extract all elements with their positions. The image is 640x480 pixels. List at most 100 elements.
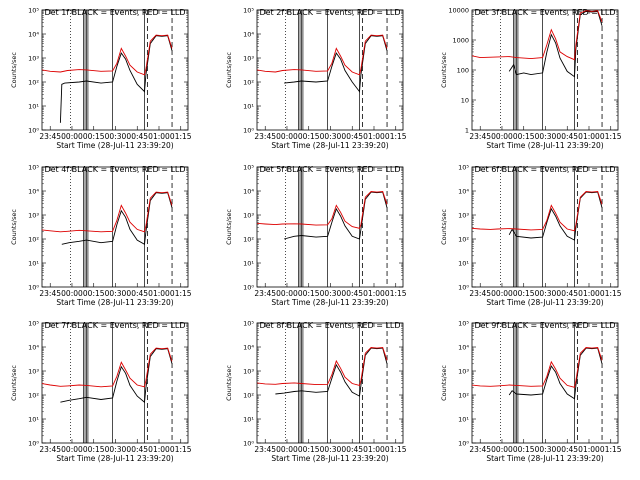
x-tick-label: 00:30 [320,132,342,141]
plot-frame [256,166,404,288]
plot-frame [471,322,619,444]
x-axis-label: Start Time (28-Jul-11 23:39:20) [56,141,173,150]
x-tick-label: 00:45 [556,132,578,141]
x-tick-label: 00:30 [535,445,557,454]
plot-frame [471,9,619,131]
x-tick-label: 00:30 [105,289,127,298]
x-tick-label: 00:15 [298,132,320,141]
x-tick-label: 01:15 [170,132,192,141]
x-axis-label: Start Time (28-Jul-11 23:39:20) [271,141,388,150]
panel-det-9: Det 9f BLACK = Events, RED = LLD 10⁰ 10¹ 10… [440,320,622,464]
x-tick-label: 01:00 [578,289,600,298]
y-tick-label: 10² [243,236,254,244]
y-tick-label: 10² [243,79,254,87]
x-tick-label: 01:15 [170,445,192,454]
x-tick-label: 00:15 [298,445,320,454]
y-tick-label: 10³ [243,212,254,220]
x-tick-label: 00:45 [556,445,578,454]
y-tick-label: 10⁵ [243,164,254,172]
y-tick-label: 10⁵ [243,7,254,15]
panel-title: Det 5f BLACK = Events, RED = LLD [259,165,400,174]
y-tick-label: 10⁵ [28,7,39,15]
x-tick-label: 00:00 [276,289,298,298]
series-events-line [508,10,603,78]
y-tick-label: 10⁵ [28,320,39,328]
series-events-line [60,348,173,404]
series-lld-line [257,34,388,76]
y-tick-label: 10⁵ [28,164,39,172]
y-tick-label: 10² [458,392,469,400]
panel-title: Det 7f BLACK = Events, RED = LLD [44,321,185,330]
x-tick-label: 23:45 [254,132,276,141]
x-axis-label: Start Time (28-Jul-11 23:39:20) [486,454,603,463]
panel-det-5: Det 5f BLACK = Events, RED = LLD 10⁰ 10¹ 10… [225,164,407,308]
x-tick-label: 00:15 [83,132,105,141]
x-tick-label: 23:45 [254,289,276,298]
y-tick-label: 10000 [448,7,469,15]
y-axis-label: Counts/sec [10,209,18,245]
panel-title: Det 6f BLACK = Events, RED = LLD [474,165,615,174]
y-axis-label: Counts/sec [225,209,233,245]
y-tick-label: 10² [243,392,254,400]
series-events-line [283,191,388,240]
panel-det-8: Det 8f BLACK = Events, RED = LLD 10⁰ 10¹ 10… [225,320,407,464]
x-tick-label: 00:45 [341,132,363,141]
x-axis-label: Start Time (28-Jul-11 23:39:20) [486,141,603,150]
y-tick-label: 100 [457,67,469,75]
x-tick-label: 01:15 [600,289,622,298]
panel-title: Det 9f BLACK = Events, RED = LLD [474,321,615,330]
panel-title: Det 2f BLACK = Events, RED = LLD [259,8,400,17]
panel-det-2: Det 2f BLACK = Events, RED = LLD 10⁰ 10¹ 10… [225,7,407,151]
x-tick-label: 23:45 [39,289,61,298]
series-events-line [284,35,388,93]
y-tick-label: 10² [28,392,39,400]
panel-det-7: Det 7f BLACK = Events, RED = LLD 10⁰ 10¹ 10… [10,320,192,464]
series-lld-line [257,191,388,229]
x-axis-label: Start Time (28-Jul-11 23:39:20) [271,454,388,463]
y-tick-label: 10³ [243,55,254,63]
x-tick-label: 23:45 [469,289,491,298]
y-tick-label: 10⁰ [458,440,469,448]
x-tick-label: 00:30 [105,132,127,141]
y-tick-label: 10⁴ [243,188,254,196]
series-lld-line [42,191,173,233]
x-tick-label: 00:45 [556,289,578,298]
x-axis-label: Start Time (28-Jul-11 23:39:20) [271,298,388,307]
x-tick-label: 01:00 [148,445,170,454]
y-axis-label: Counts/sec [440,365,448,401]
plot-frame [256,9,404,131]
x-tick-label: 01:00 [363,289,385,298]
x-tick-label: 23:45 [469,132,491,141]
x-tick-label: 23:45 [469,445,491,454]
series-lld-line [472,347,603,388]
x-tick-label: 00:00 [491,132,513,141]
series-lld-line [257,347,388,386]
x-tick-label: 00:15 [513,445,535,454]
y-tick-label: 10² [458,236,469,244]
x-tick-label: 00:00 [61,289,83,298]
x-tick-label: 00:45 [126,132,148,141]
y-tick-label: 10⁵ [458,320,469,328]
y-tick-label: 10⁰ [243,127,254,135]
x-tick-label: 01:15 [600,132,622,141]
y-tick-label: 10⁵ [458,164,469,172]
y-tick-label: 10⁰ [458,284,469,292]
x-tick-label: 23:45 [39,445,61,454]
y-tick-label: 10³ [28,212,39,220]
x-tick-label: 00:15 [298,289,320,298]
x-tick-label: 01:15 [385,132,407,141]
y-tick-label: 10¹ [28,260,39,268]
x-tick-label: 00:45 [341,289,363,298]
y-tick-label: 10⁴ [243,344,254,352]
y-tick-label: 10² [28,236,39,244]
x-tick-label: 00:00 [491,445,513,454]
x-tick-label: 00:15 [513,289,535,298]
panel-title: Det 4f BLACK = Events, RED = LLD [44,165,185,174]
series-events-line [61,192,173,246]
y-tick-label: 10⁰ [243,284,254,292]
y-tick-label: 10¹ [243,260,254,268]
series-lld-line [472,10,603,61]
y-tick-label: 10³ [28,55,39,63]
y-tick-label: 10¹ [458,416,469,424]
y-tick-label: 10¹ [458,260,469,268]
